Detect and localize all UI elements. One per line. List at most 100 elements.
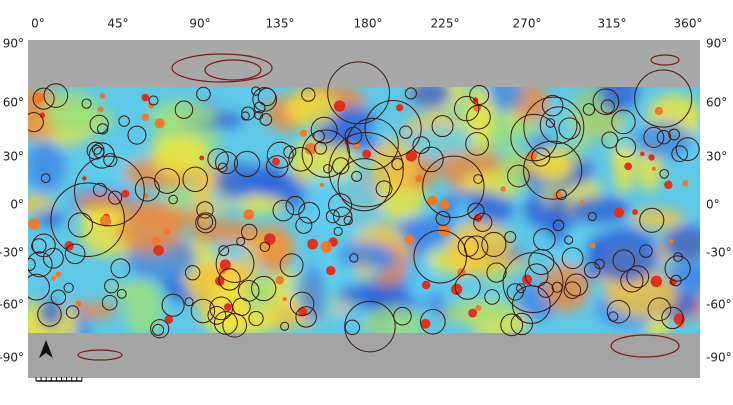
- longitude-label: 270°: [513, 17, 542, 31]
- crater-rim: [332, 206, 353, 227]
- latitude-label-right: 30°: [706, 150, 727, 164]
- crater-rim: [218, 245, 230, 257]
- crater-rim: [65, 305, 80, 319]
- crater-outlines: [28, 53, 700, 361]
- crater-rim: [418, 146, 444, 173]
- crater-rim: [523, 140, 583, 200]
- crater-rim: [257, 87, 277, 107]
- crater-rim: [127, 125, 147, 145]
- crater-rim: [252, 86, 278, 112]
- red-spot: [154, 118, 165, 129]
- red-spot: [163, 227, 171, 236]
- red-spot: [553, 191, 562, 200]
- crater-rim: [422, 155, 485, 219]
- color-blob: [148, 100, 217, 129]
- color-blob: [630, 208, 685, 230]
- crater-rim: [333, 226, 343, 236]
- red-spot: [271, 157, 280, 166]
- crater-rim: [31, 238, 47, 254]
- crater-rim: [28, 112, 44, 133]
- crater-rim: [240, 106, 255, 121]
- latitude-label-left: -90°: [0, 351, 24, 365]
- crater-rim: [288, 147, 313, 172]
- crater-rim: [523, 96, 585, 158]
- red-spot: [243, 209, 255, 220]
- crater-rim: [639, 244, 653, 258]
- crater-rim: [325, 209, 340, 224]
- crater-rim: [196, 201, 214, 219]
- latitude-label-left: 90°: [3, 37, 24, 51]
- crater-rim: [31, 233, 56, 258]
- red-spot: [326, 265, 336, 276]
- red-spot: [223, 303, 232, 311]
- crater-rim: [266, 155, 289, 178]
- color-blob: [532, 149, 574, 183]
- polar-crater-rim: [204, 59, 262, 81]
- color-blob: [28, 194, 55, 213]
- color-blob: [108, 282, 139, 300]
- crater-rim: [295, 216, 313, 234]
- latitude-label-left: -60°: [0, 298, 24, 312]
- crater-rim: [500, 313, 524, 337]
- north-polar-region: [28, 40, 700, 87]
- crater-rim: [349, 253, 359, 263]
- red-spot: [300, 129, 308, 137]
- crater-rim: [467, 202, 485, 220]
- crater-rim: [259, 241, 271, 253]
- crater-rim: [466, 104, 491, 130]
- red-spot: [579, 200, 585, 205]
- crater-rim: [280, 321, 290, 331]
- crater-rim: [148, 95, 159, 106]
- axis-labels: 0° 45° 90° 135° 180° 225° 270° 315° 360°90° 90°60…: [0, 17, 732, 365]
- crater-rim: [40, 173, 51, 183]
- color-blob: [592, 227, 659, 283]
- crater-rim: [92, 182, 107, 197]
- north-arrow: [39, 340, 53, 358]
- red-spot: [613, 207, 624, 218]
- crater-rim: [207, 306, 227, 325]
- crater-rim: [279, 253, 304, 278]
- polar-crater-rim: [77, 349, 123, 361]
- crater-rim: [37, 302, 62, 327]
- crater-rim: [108, 190, 123, 205]
- crater-rim: [399, 125, 413, 139]
- crater-rim: [190, 298, 216, 324]
- crater-rim: [661, 306, 684, 330]
- crater-rim: [150, 319, 170, 339]
- crater-rim: [88, 142, 115, 169]
- crater-rim: [516, 283, 526, 294]
- crater-rim: [253, 101, 266, 114]
- color-blob: [548, 191, 569, 245]
- crater-rim: [463, 235, 489, 260]
- crater-rim: [469, 85, 490, 106]
- red-spot: [475, 304, 482, 311]
- crater-rim: [412, 136, 431, 154]
- crater-rim: [50, 289, 67, 305]
- red-spot: [421, 280, 431, 290]
- crater-rim: [323, 163, 333, 174]
- color-blob: [299, 265, 327, 322]
- crater-rim: [248, 310, 264, 327]
- crater-rim: [283, 145, 297, 159]
- red-spot: [55, 271, 62, 278]
- crater-rim: [431, 115, 454, 138]
- crater-rim: [343, 215, 353, 226]
- red-spot: [451, 283, 463, 296]
- crater-rim: [643, 126, 665, 148]
- crater-rim: [404, 87, 417, 100]
- crater-rim: [74, 155, 145, 227]
- red-spot: [82, 176, 87, 181]
- latitude-label-left: 0°: [10, 198, 24, 212]
- red-spot: [51, 275, 57, 281]
- crater-rim: [86, 141, 105, 160]
- red-spot: [362, 149, 372, 159]
- crater-rim: [539, 106, 578, 144]
- red-spot: [333, 100, 346, 112]
- red-spot: [75, 300, 82, 307]
- crater-rim: [639, 207, 665, 233]
- red-spot: [148, 102, 155, 109]
- red-spot: [650, 275, 663, 288]
- crater-rim: [656, 130, 672, 145]
- color-blob: [409, 87, 451, 109]
- scale-bar: [35, 377, 83, 382]
